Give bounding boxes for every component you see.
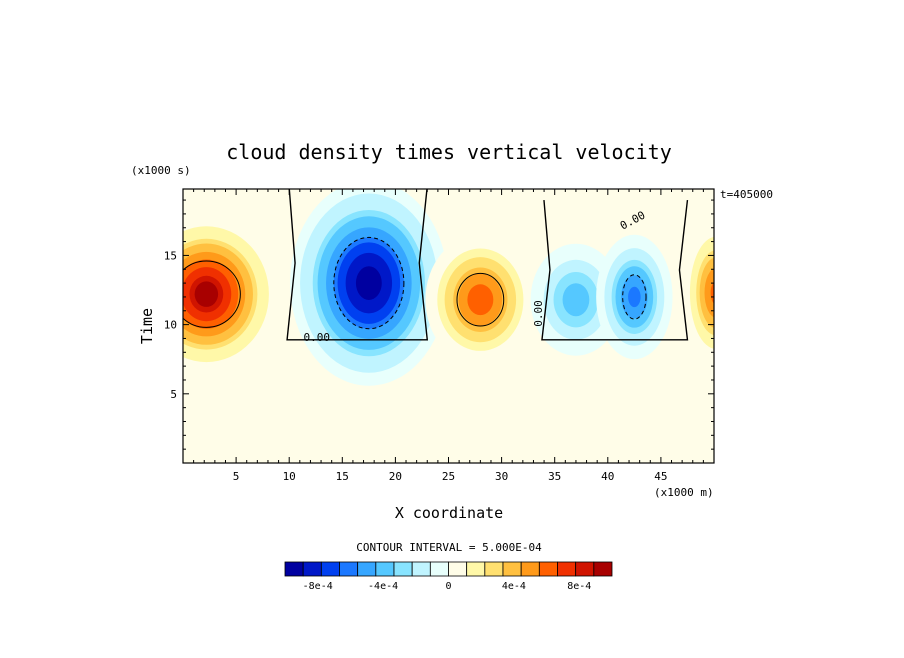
heatmap-band [710, 281, 714, 304]
colorbar-swatch [357, 561, 377, 577]
x-axis: 5 10 15 20 25 30 35 40 45 [193, 189, 704, 483]
colorbar: -8e-4 -4e-4 0 4e-4 8e-4 [284, 561, 613, 592]
colorbar-tick-label: 4e-4 [502, 581, 526, 592]
heatmap-band [471, 288, 490, 311]
colorbar-swatch [429, 561, 449, 577]
colorbar-tick-label: -8e-4 [303, 581, 333, 592]
x-tick-label: 40 [601, 470, 614, 483]
annotation-label: t=405000 [720, 188, 773, 201]
colorbar-swatch [284, 561, 304, 577]
colorbar-tick-label: 0 [445, 581, 451, 592]
colorbar-swatch [593, 561, 613, 577]
colorbar-tick-label: 8e-4 [567, 581, 591, 592]
colorbar-swatch [339, 561, 359, 577]
colorbar-swatch [375, 561, 395, 577]
heatmap-band [194, 281, 219, 307]
y-unit-label: (x1000 s) [131, 164, 191, 177]
colorbar-swatch [466, 561, 486, 577]
chart-title: cloud density times vertical velocity [226, 140, 672, 164]
x-axis-title: X coordinate [395, 504, 503, 522]
y-axis-title: Time [138, 308, 156, 344]
colorbar-tick-label: -4e-4 [368, 581, 398, 592]
colorbar-swatch [575, 561, 595, 577]
x-tick-label: 10 [283, 470, 296, 483]
y-tick-label: 15 [164, 249, 177, 262]
contour-line [183, 260, 241, 328]
y-tick-label: 10 [164, 319, 177, 332]
colorbar-swatch [484, 561, 504, 577]
contour-interval-label: CONTOUR INTERVAL = 5.000E-04 [356, 541, 542, 554]
contour-label: 0.00 [304, 331, 331, 344]
contour-label: 0.00 [532, 300, 545, 327]
colorbar-swatch [557, 561, 577, 577]
heatmap-band [355, 266, 382, 300]
heatmap-feature-5 [596, 234, 673, 360]
heatmap-band [568, 290, 584, 309]
zero-contour [541, 199, 689, 341]
colorbar-swatch [411, 561, 431, 577]
y-tick-label: 5 [170, 388, 177, 401]
heatmap-feature-4 [530, 243, 622, 356]
heatmap-band [708, 276, 714, 310]
heatmap-feature-6 [682, 221, 714, 365]
x-tick-label: 5 [233, 470, 240, 483]
y-axis: 5 10 15 [164, 199, 714, 450]
heatmap-feature-1 [183, 216, 278, 372]
zero-contour [286, 189, 429, 341]
x-tick-label: 45 [654, 470, 667, 483]
x-tick-label: 25 [442, 470, 455, 483]
colorbar-swatch [502, 561, 522, 577]
contour-line [622, 274, 647, 320]
x-tick-label: 35 [548, 470, 561, 483]
contour-line [333, 236, 405, 330]
heatmap-fills [183, 189, 714, 463]
colorbar-swatch [520, 561, 540, 577]
heatmap-feature-3 [425, 234, 536, 366]
x-tick-label: 20 [389, 470, 402, 483]
x-unit-label: (x1000 m) [654, 486, 714, 499]
colorbar-swatch [538, 561, 558, 577]
x-tick-label: 30 [495, 470, 508, 483]
contour-line [456, 272, 505, 327]
heatmap-feature-2 [290, 189, 448, 386]
colorbar-swatch [393, 561, 413, 577]
colorbar-swatch [302, 561, 322, 577]
contour-lines: 0.000.000.00 [183, 189, 689, 344]
heatmap-band [628, 286, 641, 308]
colorbar-swatch [320, 561, 340, 577]
x-tick-label: 15 [336, 470, 349, 483]
colorbar-swatch [448, 561, 468, 577]
